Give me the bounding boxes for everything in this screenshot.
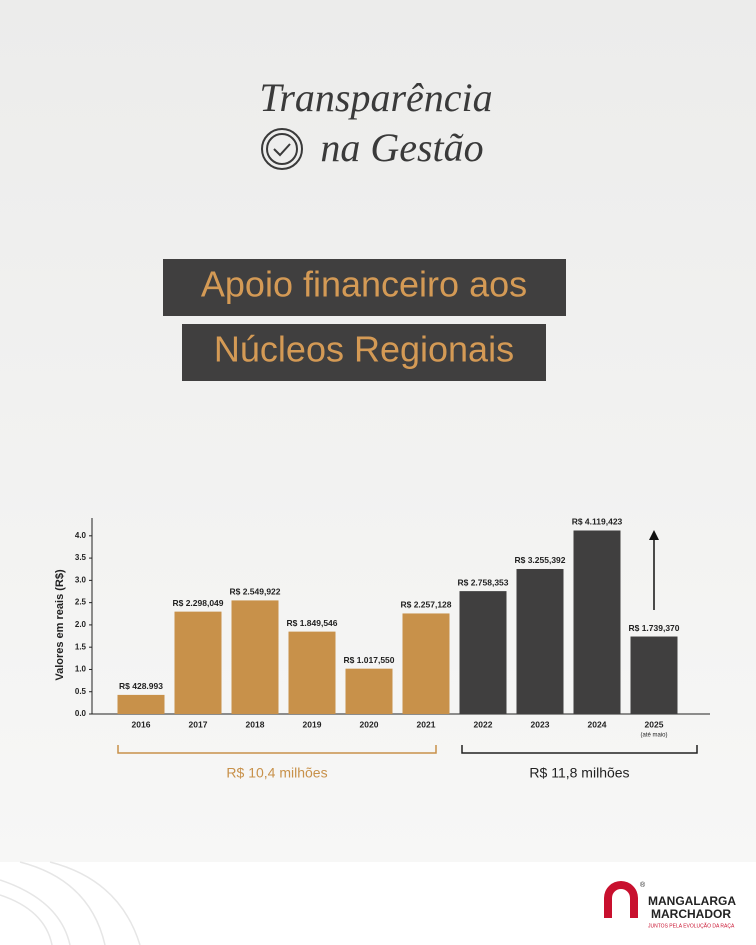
x-tick-label: 2025 <box>645 719 664 729</box>
value-label: R$ 2.549,922 <box>229 587 280 597</box>
bar <box>117 694 165 714</box>
value-label: R$ 4.119,423 <box>572 517 623 527</box>
value-label: R$ 2.758,353 <box>457 577 508 587</box>
logo-registered: ® <box>640 881 646 889</box>
y-axis-label: Valores em reais (R$) <box>54 569 66 681</box>
y-tick-label: 1.5 <box>75 642 87 651</box>
bar <box>345 668 393 714</box>
y-tick-label: 0.0 <box>75 709 87 718</box>
chart-title: Apoio financeiro aos <box>201 264 527 305</box>
value-label: R$ 1.017,550 <box>343 655 394 665</box>
bar <box>231 600 279 714</box>
logo-text: MARCHADOR <box>651 907 731 921</box>
group-label: R$ 11,8 milhões <box>529 765 629 781</box>
value-label: R$ 1.849,546 <box>286 618 337 628</box>
x-tick-label: 2019 <box>303 719 322 729</box>
y-tick-label: 4.0 <box>75 531 87 540</box>
header-line1: Transparência <box>259 75 492 120</box>
bar <box>573 530 621 714</box>
y-tick-label: 2.5 <box>75 598 87 607</box>
value-label: R$ 428.993 <box>119 681 163 691</box>
x-tick-label: 2018 <box>246 719 265 729</box>
logo-tagline: JUNTOS PELA EVOLUÇÃO DA RAÇA <box>648 922 735 929</box>
logo-mark <box>604 881 638 918</box>
value-label: R$ 3.255,392 <box>514 555 565 565</box>
header-line2: na Gestão <box>320 125 483 170</box>
y-tick-label: 1.0 <box>75 665 87 674</box>
bar <box>459 591 507 714</box>
group-bracket <box>117 745 437 754</box>
group-bracket <box>461 745 698 754</box>
logo: ® MANGALARGA MARCHADOR JUNTOS PELA EVOLU… <box>604 881 736 929</box>
x-tick-label: 2022 <box>474 719 493 729</box>
trend-arrow-head <box>649 530 659 540</box>
x-tick-label: 2023 <box>531 719 550 729</box>
value-label: R$ 2.298,049 <box>172 598 223 608</box>
x-tick-label: 2017 <box>189 719 208 729</box>
bar <box>288 631 336 714</box>
title-box <box>182 324 546 381</box>
x-tick-label: 2021 <box>417 719 436 729</box>
x-tick-label: 2024 <box>588 719 607 729</box>
x-tick-label: 2020 <box>360 719 379 729</box>
y-tick-label: 0.5 <box>75 687 87 696</box>
value-label: R$ 1.739,370 <box>628 623 679 633</box>
background <box>0 0 756 862</box>
logo-text: MANGALARGA <box>648 894 736 908</box>
check-badge <box>261 128 303 170</box>
y-tick-label: 3.0 <box>75 575 87 584</box>
category-note: (até maio) <box>640 733 667 739</box>
bar <box>630 636 678 714</box>
value-label: R$ 2.257,128 <box>400 600 451 610</box>
title-box <box>163 259 566 316</box>
footer <box>0 862 756 945</box>
bar <box>402 613 450 714</box>
group-label: R$ 10,4 milhões <box>226 765 327 781</box>
x-tick-label: 2016 <box>132 719 151 729</box>
footer-lines <box>0 861 141 945</box>
y-tick-label: 2.0 <box>75 620 87 629</box>
y-tick-label: 3.5 <box>75 553 87 562</box>
chart-title: Núcleos Regionais <box>214 329 514 370</box>
bar <box>174 611 222 714</box>
bar <box>516 568 564 714</box>
